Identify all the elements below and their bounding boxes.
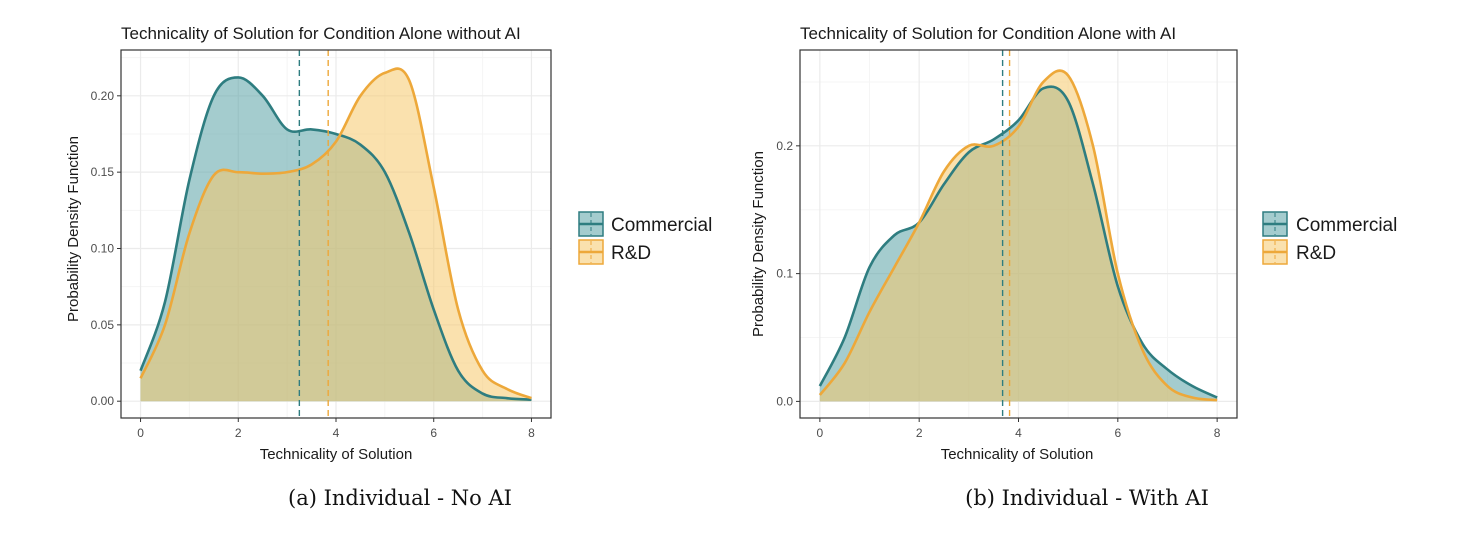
legend-label-rd-b: R&D <box>1296 243 1336 264</box>
y-tick-label: 0.1 <box>776 267 793 281</box>
legend-item-commercial-b: Commercial <box>1262 211 1397 237</box>
x-tick-label: 4 <box>333 426 340 440</box>
legend-item-rd-a: R&D <box>578 239 651 265</box>
chart-panel-a: Technicality of Solution for Condition A… <box>65 24 552 510</box>
plot-area-a: 0 2 4 6 8 0.00 0.05 0.10 0.15 0.20 <box>91 49 552 440</box>
y-tick-label: 0.2 <box>776 139 793 153</box>
legend-label-commercial-a: Commercial <box>611 215 712 236</box>
y-tick-label: 0.05 <box>91 318 115 332</box>
density-area-rd <box>140 68 532 402</box>
legend-label-commercial-b: Commercial <box>1296 215 1397 236</box>
caption-b: (b) Individual - With AI <box>965 486 1209 510</box>
x-tick-label: 2 <box>235 426 242 440</box>
chart-title-a: Technicality of Solution for Condition A… <box>121 24 521 43</box>
x-tick-label: 0 <box>817 426 824 440</box>
x-tick-label: 2 <box>916 426 923 440</box>
y-tick-label: 0.20 <box>91 89 115 103</box>
legend-a: Commercial R&D <box>578 211 712 265</box>
legend-b: Commercial R&D <box>1262 211 1397 265</box>
chart-title-b: Technicality of Solution for Condition A… <box>800 24 1176 43</box>
y-tick-label: 0.10 <box>91 242 115 256</box>
chart-panel-b: Technicality of Solution for Condition A… <box>750 24 1238 510</box>
density-area-rd <box>819 70 1218 402</box>
density-line-commercial <box>818 85 1218 399</box>
x-tick-label: 8 <box>1214 426 1221 440</box>
y-tick-label: 0.00 <box>91 394 115 408</box>
x-axis-title-a: Technicality of Solution <box>260 446 413 463</box>
plot-area-b: 0 2 4 6 8 0.0 0.1 0.2 <box>776 49 1238 440</box>
x-tick-label: 6 <box>1114 426 1121 440</box>
y-tick-label: 0.0 <box>776 394 793 408</box>
density-line-rd <box>818 69 1218 402</box>
x-tick-label: 6 <box>430 426 437 440</box>
caption-a: (a) Individual - No AI <box>288 486 512 510</box>
y-axis-title-b: Probability Density Function <box>750 151 767 337</box>
density-line-commercial <box>139 76 532 401</box>
y-tick-label: 0.15 <box>91 165 115 179</box>
x-axis-title-b: Technicality of Solution <box>941 446 1094 463</box>
x-tick-label: 8 <box>528 426 535 440</box>
density-line-rd <box>139 67 532 400</box>
x-tick-label: 0 <box>137 426 144 440</box>
legend-label-rd-a: R&D <box>611 243 651 264</box>
x-tick-label: 4 <box>1015 426 1022 440</box>
y-axis-title-a: Probability Density Function <box>65 136 82 322</box>
legend-item-rd-b: R&D <box>1262 239 1336 265</box>
legend-item-commercial-a: Commercial <box>578 211 712 237</box>
